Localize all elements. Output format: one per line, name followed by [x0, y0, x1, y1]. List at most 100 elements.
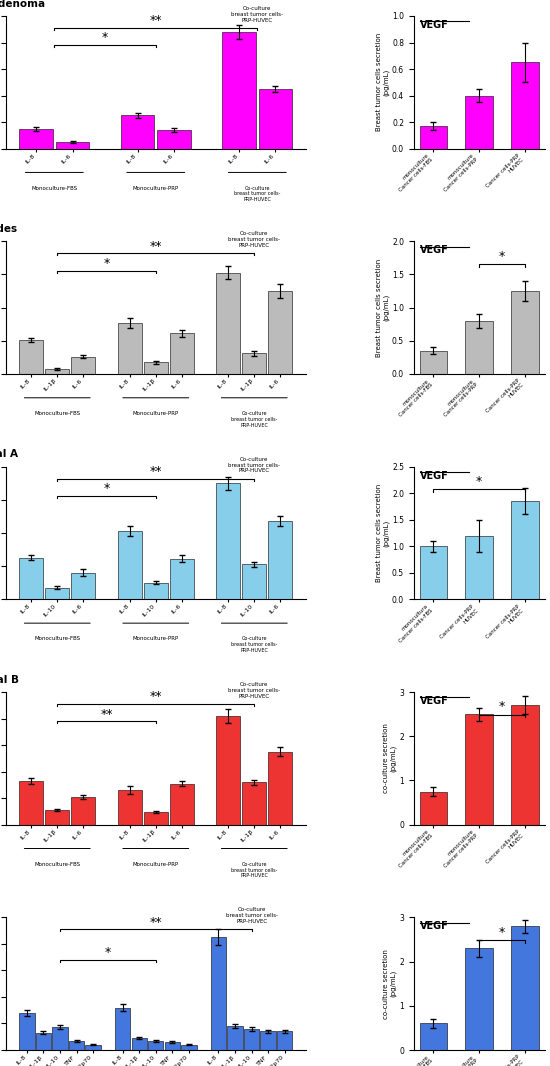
Bar — [71, 572, 95, 599]
Bar — [118, 323, 142, 374]
Bar — [420, 791, 447, 825]
Bar — [56, 142, 90, 148]
Bar — [511, 63, 538, 148]
Text: *: * — [499, 925, 505, 939]
Y-axis label: Breast tumor cells secretion
(pg/mL): Breast tumor cells secretion (pg/mL) — [376, 484, 389, 582]
Text: **: ** — [100, 708, 113, 721]
Text: Co-culture
breast tumor cells-
PRP-HUVEC: Co-culture breast tumor cells- PRP-HUVEC — [234, 185, 280, 203]
Text: VEGF: VEGF — [420, 921, 449, 932]
Text: *: * — [103, 257, 109, 270]
Text: Monoculture-FBS: Monoculture-FBS — [34, 861, 80, 867]
Bar — [216, 483, 240, 599]
Bar — [465, 321, 493, 374]
Bar — [211, 937, 226, 1050]
Text: **: ** — [150, 240, 162, 253]
Text: Co-culture
breast tumor cells-
PRP-HUVEC: Co-culture breast tumor cells- PRP-HUVEC — [228, 231, 280, 248]
Text: Co-culture
breast tumor cells-
PRP-HUVEC: Co-culture breast tumor cells- PRP-HUVEC — [226, 907, 278, 924]
Bar — [36, 1033, 51, 1050]
Bar — [511, 501, 538, 599]
Text: *: * — [103, 482, 109, 496]
Text: Co-culture
breast tumor cells-
PRP-HUVEC: Co-culture breast tumor cells- PRP-HUVEC — [231, 861, 277, 878]
Bar — [222, 32, 256, 148]
Text: Monoculture-FBS: Monoculture-FBS — [31, 185, 78, 191]
Bar — [148, 1040, 163, 1050]
Bar — [131, 1038, 147, 1050]
Bar — [71, 796, 95, 825]
Text: **: ** — [150, 691, 162, 704]
Text: VEGF: VEGF — [420, 471, 449, 481]
Bar — [19, 781, 43, 825]
Bar — [71, 356, 95, 374]
Bar — [144, 583, 168, 599]
Bar — [261, 1032, 276, 1050]
Text: (D) Luminal B: (D) Luminal B — [0, 675, 19, 684]
Text: **: ** — [150, 916, 162, 928]
Text: Co-culture
breast tumor cells-
PRP-HUVEC: Co-culture breast tumor cells- PRP-HUVEC — [231, 411, 277, 427]
Bar — [268, 291, 293, 374]
Text: *: * — [102, 32, 108, 45]
Text: *: * — [499, 249, 505, 262]
Bar — [118, 790, 142, 825]
Text: *: * — [476, 475, 482, 488]
Bar — [19, 1013, 35, 1050]
Bar — [244, 1029, 259, 1050]
Text: Monoculture-PRP: Monoculture-PRP — [133, 185, 179, 191]
Text: Monoculture-PRP: Monoculture-PRP — [133, 636, 179, 642]
Bar — [19, 558, 43, 599]
Bar — [120, 115, 155, 148]
Bar — [242, 782, 266, 825]
Bar — [277, 1032, 293, 1050]
Text: Monoculture-FBS: Monoculture-FBS — [34, 636, 80, 642]
Bar — [118, 531, 142, 599]
Bar — [45, 369, 69, 374]
Bar — [420, 546, 447, 599]
Text: Co-culture
breast tumor cells-
PRP-HUVEC: Co-culture breast tumor cells- PRP-HUVEC — [228, 456, 280, 473]
Text: VEGF: VEGF — [420, 245, 449, 256]
Bar — [170, 784, 194, 825]
Bar — [85, 1045, 101, 1050]
Y-axis label: Breast tumor cells secretion
(pg/mL): Breast tumor cells secretion (pg/mL) — [376, 259, 389, 357]
Bar — [258, 88, 293, 148]
Text: Monoculture-PRP: Monoculture-PRP — [133, 861, 179, 867]
Bar — [115, 1007, 130, 1050]
Text: *: * — [499, 700, 505, 713]
Text: (B) Phyllodes: (B) Phyllodes — [0, 224, 18, 235]
Bar — [420, 1023, 447, 1050]
Text: *: * — [104, 947, 111, 959]
Bar — [170, 559, 194, 599]
Text: (C) Luminal A: (C) Luminal A — [0, 450, 18, 459]
Bar — [144, 812, 168, 825]
Bar — [164, 1043, 180, 1050]
Bar — [242, 565, 266, 599]
Bar — [465, 949, 493, 1050]
Bar — [216, 273, 240, 374]
Text: Monoculture-FBS: Monoculture-FBS — [34, 411, 80, 416]
Bar — [144, 362, 168, 374]
Bar — [45, 587, 69, 599]
Bar — [157, 130, 191, 148]
Bar — [216, 716, 240, 825]
Bar — [227, 1027, 243, 1050]
Y-axis label: co-culture secretion
(pg/mL): co-culture secretion (pg/mL) — [383, 949, 397, 1019]
Bar — [268, 752, 293, 825]
Text: VEGF: VEGF — [420, 20, 449, 30]
Bar — [45, 810, 69, 825]
Bar — [52, 1028, 68, 1050]
Y-axis label: co-culture secretion
(pg/mL): co-culture secretion (pg/mL) — [383, 724, 397, 793]
Bar — [170, 334, 194, 374]
Bar — [242, 353, 266, 374]
Bar — [19, 129, 53, 148]
Text: (A) Fibroadenoma: (A) Fibroadenoma — [0, 0, 46, 9]
Y-axis label: Breast tumor cells secretion
(pg/mL): Breast tumor cells secretion (pg/mL) — [376, 33, 389, 131]
Bar — [465, 96, 493, 148]
Bar — [420, 126, 447, 148]
Bar — [511, 291, 538, 374]
Text: VEGF: VEGF — [420, 696, 449, 706]
Text: **: ** — [150, 14, 162, 28]
Bar — [69, 1040, 84, 1050]
Bar — [420, 351, 447, 374]
Text: **: ** — [150, 465, 162, 478]
Text: Monoculture-PRP: Monoculture-PRP — [133, 411, 179, 416]
Bar — [465, 535, 493, 599]
Text: Co-culture
breast tumor cells-
PRP-HUVEC: Co-culture breast tumor cells- PRP-HUVEC — [231, 6, 283, 22]
